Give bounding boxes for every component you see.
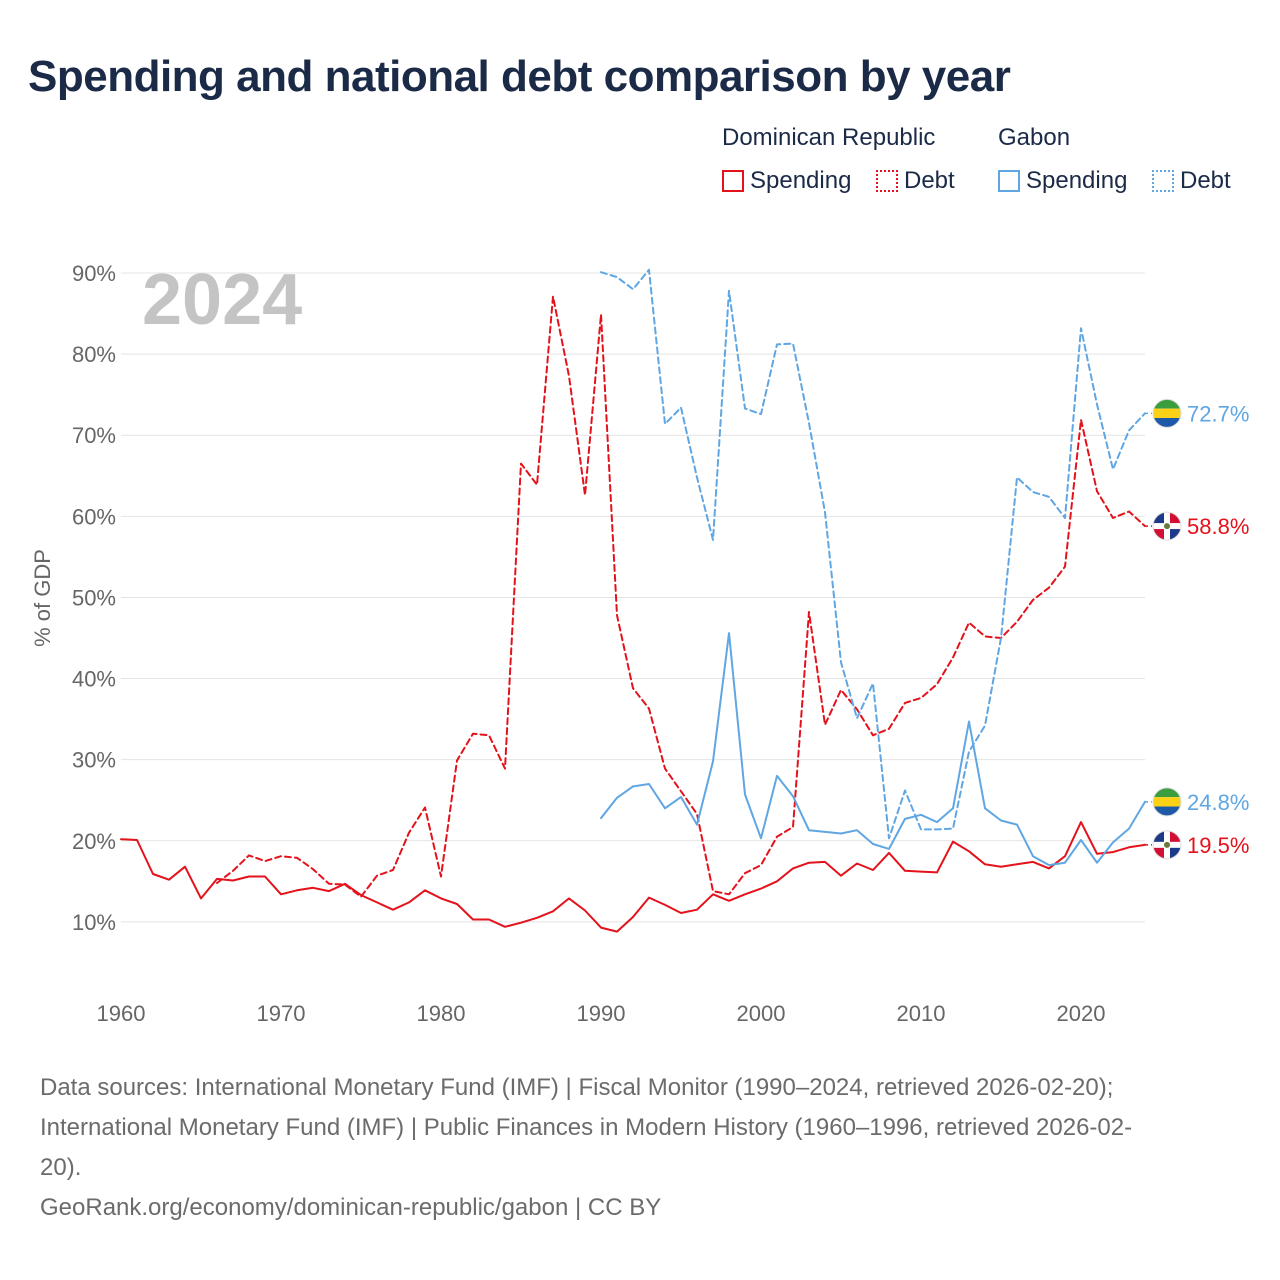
y-tick-label: 70%	[72, 423, 116, 448]
footer: Data sources: International Monetary Fun…	[40, 1068, 1240, 1228]
series-line-gabon-debt[interactable]	[600, 268, 1146, 840]
footer-attribution[interactable]: GeoRank.org/economy/dominican-republic/g…	[40, 1194, 662, 1221]
footer-sources-line-3: 20).	[40, 1154, 82, 1181]
legend-swatch-solid-red	[722, 170, 744, 192]
series-line-gabon-spending[interactable]	[600, 632, 1146, 867]
x-tick-label: 1980	[417, 1001, 466, 1026]
y-tick-label: 30%	[72, 748, 116, 773]
end-value-label: 72.7%	[1187, 401, 1249, 426]
series-line-dominican-republic-spending[interactable]	[120, 821, 1146, 933]
end-markers: 19.5% 58.8% 24.8% 72.7%	[1145, 398, 1249, 860]
end-value-label: 24.8%	[1187, 790, 1249, 815]
year-watermark: 2024	[142, 260, 302, 340]
end-value-label: 58.8%	[1187, 514, 1249, 539]
gabon-flag-icon	[1152, 787, 1182, 817]
legend-group-gabon: Gabon	[998, 124, 1071, 151]
x-tick-label: 1960	[97, 1001, 146, 1026]
legend-item-dr-spending[interactable]: Spending	[722, 166, 851, 196]
legend-item-gabon-debt[interactable]: Debt	[1152, 166, 1231, 196]
chart-canvas: 2024 % of GDP 10% 20% 30% 40% 50% 60% 70% 80% 90…	[30, 260, 1249, 1026]
legend-item-dr-debt[interactable]: Debt	[876, 166, 955, 196]
y-tick-label: 60%	[72, 504, 116, 529]
y-tick-label: 90%	[72, 261, 116, 286]
footer-sources-line-1: Data sources: International Monetary Fun…	[40, 1074, 1114, 1101]
end-value-label: 19.5%	[1187, 833, 1249, 858]
chart-title: Spending and national debt comparison by…	[28, 52, 1011, 101]
legend-swatch-dotted-red	[876, 170, 898, 192]
y-axis-ticks: 10% 20% 30% 40% 50% 60% 70% 80% 90%	[72, 261, 116, 935]
y-tick-label: 10%	[72, 910, 116, 935]
y-axis-label: % of GDP	[30, 549, 55, 647]
gridlines	[121, 272, 1145, 923]
x-tick-label: 2020	[1057, 1001, 1106, 1026]
legend-item-gabon-spending[interactable]: Spending	[998, 166, 1127, 196]
legend-label: Spending	[750, 167, 852, 194]
y-tick-label: 40%	[72, 667, 116, 692]
gabon-flag-icon	[1152, 398, 1182, 428]
legend-label: Debt	[1180, 167, 1231, 194]
series-lines	[120, 268, 1146, 933]
x-tick-label: 1970	[257, 1001, 306, 1026]
legend-label: Debt	[904, 167, 955, 194]
legend-swatch-dotted-blue	[1152, 170, 1174, 192]
y-tick-label: 20%	[72, 829, 116, 854]
x-tick-label: 2000	[737, 1001, 786, 1026]
legend-swatch-solid-blue	[998, 170, 1020, 192]
dominican-republic-flag-icon	[1152, 511, 1182, 541]
x-tick-label: 2010	[897, 1001, 946, 1026]
legend-label: Spending	[1026, 167, 1128, 194]
legend-group-dominican-republic: Dominican Republic	[722, 124, 936, 151]
x-axis-ticks: 1960 1970 1980 1990 2000 2010 2020	[97, 1001, 1106, 1026]
y-tick-label: 80%	[72, 342, 116, 367]
y-tick-label: 50%	[72, 585, 116, 610]
dominican-republic-flag-icon	[1152, 830, 1182, 860]
footer-sources-line-2: International Monetary Fund (IMF) | Publ…	[40, 1114, 1133, 1141]
series-line-dominican-republic-debt[interactable]	[216, 295, 1146, 898]
x-tick-label: 1990	[577, 1001, 626, 1026]
